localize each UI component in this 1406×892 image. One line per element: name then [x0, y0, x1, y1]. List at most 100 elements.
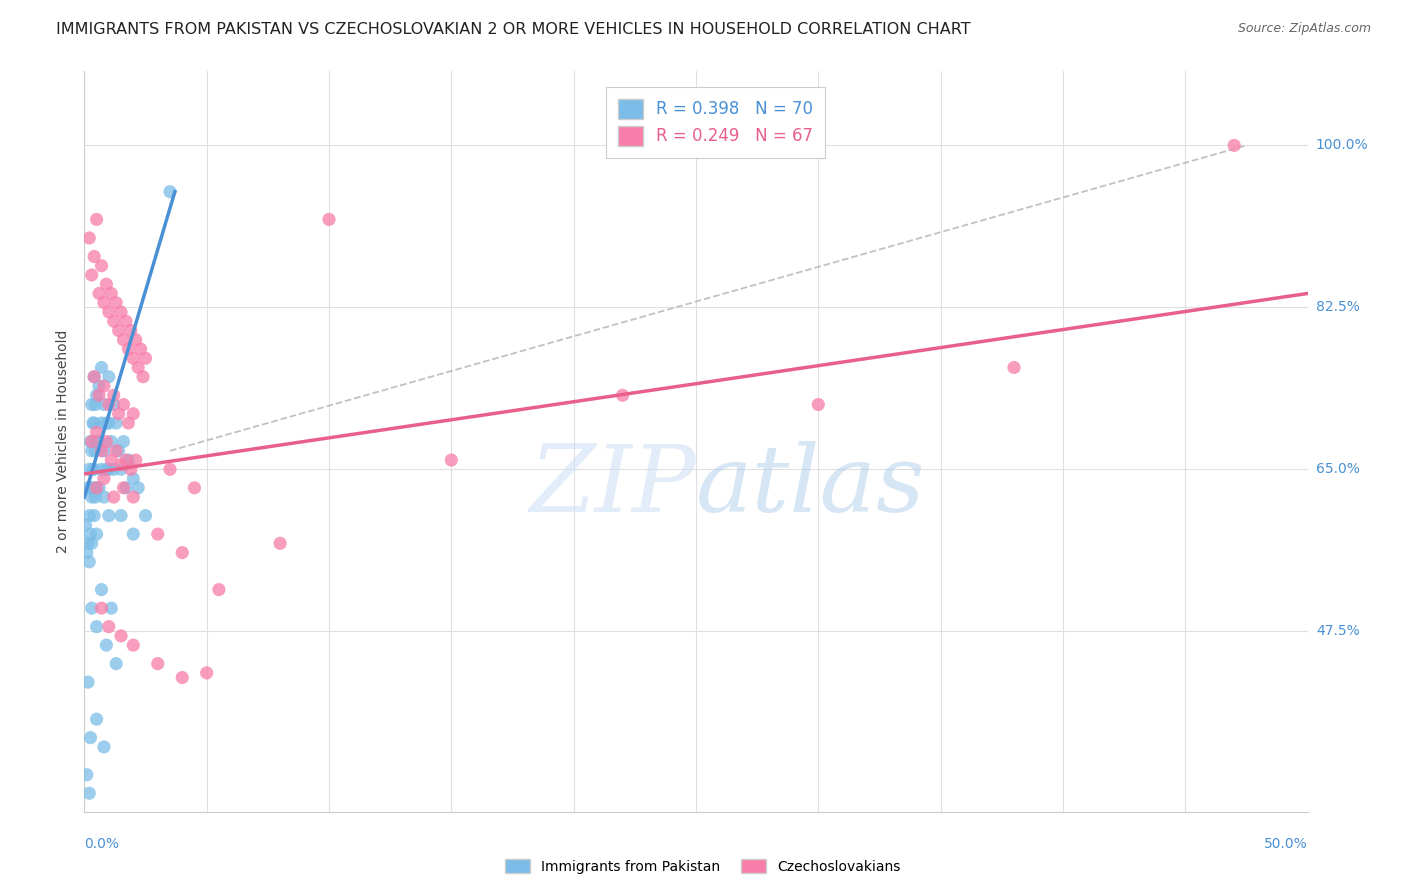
Point	[107, 443, 129, 458]
Text: 47.5%: 47.5%	[1316, 624, 1360, 639]
Point	[77, 536, 100, 550]
Y-axis label: 2 or more Vehicles in Household: 2 or more Vehicles in Household	[56, 330, 70, 553]
Point	[83, 369, 105, 384]
Point	[84, 443, 107, 458]
Point	[135, 351, 157, 366]
Point	[80, 434, 103, 449]
Point	[90, 582, 112, 597]
Point	[112, 398, 135, 412]
Text: 0.0%: 0.0%	[84, 837, 120, 851]
Point	[1223, 138, 1246, 153]
Point	[93, 398, 115, 412]
Point	[93, 490, 115, 504]
Point	[122, 490, 145, 504]
Point	[86, 481, 108, 495]
Point	[90, 259, 112, 273]
Point	[105, 416, 128, 430]
Point	[117, 416, 139, 430]
Point	[80, 536, 103, 550]
Point	[84, 398, 107, 412]
Point	[122, 472, 145, 486]
Point	[117, 342, 139, 356]
Point	[269, 536, 291, 550]
Point	[125, 333, 148, 347]
Text: 65.0%: 65.0%	[1316, 462, 1360, 476]
Point	[79, 434, 101, 449]
Point	[86, 434, 108, 449]
Point	[135, 508, 157, 523]
Point	[96, 434, 118, 449]
Point	[122, 351, 145, 366]
Point	[112, 481, 135, 495]
Point	[115, 453, 138, 467]
Point	[208, 582, 231, 597]
Point	[105, 443, 128, 458]
Point	[86, 388, 108, 402]
Point	[103, 462, 125, 476]
Point	[93, 472, 115, 486]
Point	[96, 416, 118, 430]
Point	[96, 462, 118, 476]
Point	[87, 286, 110, 301]
Point	[110, 462, 132, 476]
Point	[117, 453, 139, 467]
Point	[100, 601, 122, 615]
Point	[77, 231, 100, 245]
Point	[84, 490, 107, 504]
Point	[100, 434, 122, 449]
Point	[110, 629, 132, 643]
Point	[97, 508, 120, 523]
Point	[86, 212, 108, 227]
Point	[103, 388, 125, 402]
Text: 50.0%: 50.0%	[1264, 837, 1308, 851]
Point	[87, 388, 110, 402]
Point	[80, 268, 103, 282]
Point	[80, 398, 103, 412]
Point	[115, 481, 138, 495]
Point	[87, 481, 110, 495]
Text: ZIP: ZIP	[529, 441, 696, 531]
Point	[807, 398, 830, 412]
Point	[146, 527, 169, 541]
Point	[1002, 360, 1025, 375]
Point	[125, 453, 148, 467]
Point	[87, 379, 110, 393]
Point	[77, 462, 100, 476]
Point	[90, 416, 112, 430]
Point	[105, 295, 128, 310]
Point	[93, 295, 115, 310]
Point	[82, 462, 104, 476]
Point	[80, 443, 103, 458]
Point	[110, 305, 132, 319]
Point	[77, 675, 100, 690]
Point	[77, 508, 100, 523]
Point	[103, 398, 125, 412]
Point	[195, 665, 218, 680]
Point	[146, 657, 169, 671]
Point	[97, 305, 120, 319]
Point	[83, 416, 105, 430]
Point	[100, 286, 122, 301]
Point	[77, 786, 100, 800]
Point	[100, 453, 122, 467]
Point	[122, 527, 145, 541]
Point	[77, 555, 100, 569]
Point	[90, 462, 112, 476]
Point	[127, 360, 149, 375]
Legend: Immigrants from Pakistan, Czechoslovakians: Immigrants from Pakistan, Czechoslovakia…	[498, 852, 908, 880]
Point	[83, 250, 105, 264]
Point	[107, 407, 129, 421]
Point	[76, 546, 98, 560]
Point	[93, 739, 115, 754]
Point	[87, 434, 110, 449]
Point	[172, 671, 194, 685]
Text: 100.0%: 100.0%	[1316, 138, 1368, 153]
Text: Source: ZipAtlas.com: Source: ZipAtlas.com	[1237, 22, 1371, 36]
Point	[110, 458, 132, 472]
Point	[129, 342, 152, 356]
Text: atlas: atlas	[696, 441, 925, 531]
Point	[86, 481, 108, 495]
Point	[159, 462, 181, 476]
Text: 82.5%: 82.5%	[1316, 301, 1360, 314]
Point	[82, 481, 104, 495]
